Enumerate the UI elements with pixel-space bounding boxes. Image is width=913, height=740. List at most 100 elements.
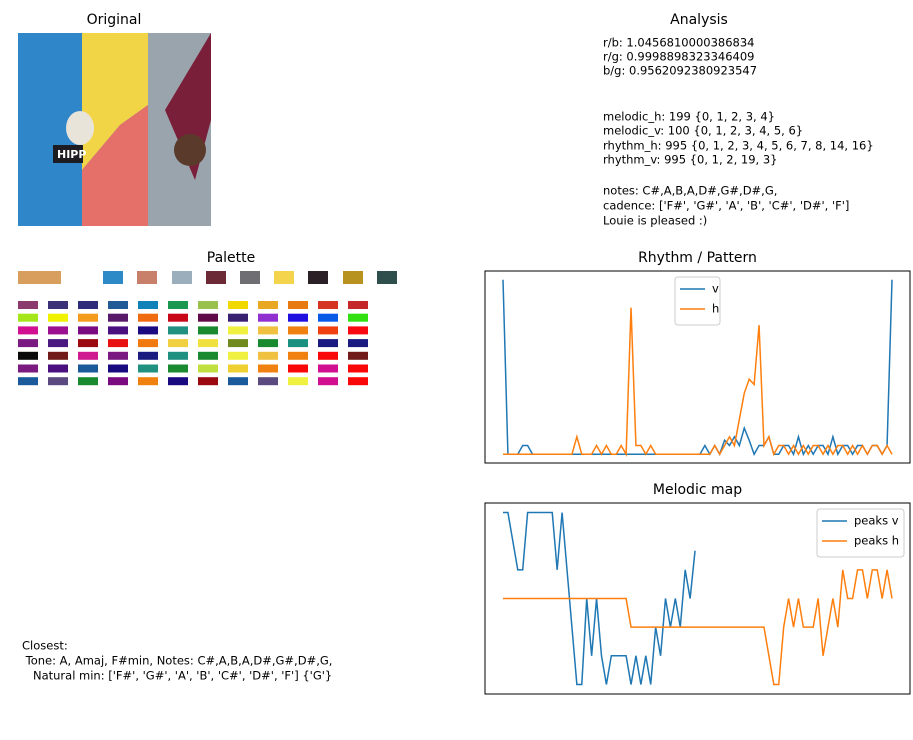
line-series — [503, 307, 893, 457]
swatch — [343, 271, 363, 284]
swatch — [138, 351, 158, 360]
swatch — [258, 313, 278, 322]
swatch — [108, 301, 128, 309]
swatch — [48, 339, 68, 348]
swatch — [172, 271, 192, 284]
swatch — [308, 271, 328, 284]
panel-title: Original — [87, 12, 142, 28]
swatch — [168, 351, 188, 360]
swatch — [138, 364, 158, 373]
swatch — [228, 351, 248, 360]
swatch — [48, 326, 68, 335]
analysis-line: cadence: ['F#', 'G#', 'A', 'B', 'C#', 'D… — [603, 199, 849, 213]
swatch — [198, 364, 218, 373]
swatch — [258, 326, 278, 335]
swatch — [137, 271, 157, 284]
swatch — [318, 301, 338, 309]
image-text: HIPP — [57, 148, 86, 161]
swatch — [48, 351, 68, 360]
swatch — [288, 326, 308, 335]
swatch — [274, 271, 294, 284]
swatch — [168, 339, 188, 348]
swatch — [348, 313, 368, 322]
swatch — [103, 271, 123, 284]
swatch — [138, 326, 158, 335]
swatch — [377, 271, 397, 284]
panel-title: Palette — [207, 250, 256, 266]
swatch — [48, 301, 68, 309]
swatch — [258, 339, 278, 348]
legend-label: peaks h — [854, 534, 899, 548]
swatch — [318, 351, 338, 360]
swatch — [78, 351, 98, 360]
swatch — [48, 364, 68, 373]
legend-label: v — [712, 282, 719, 296]
swatch — [288, 351, 308, 360]
legend-label: peaks v — [854, 514, 899, 528]
swatch — [318, 326, 338, 335]
analysis-line: r/g: 0.9998898323346409 — [603, 50, 754, 64]
swatch — [228, 326, 248, 335]
analysis-line: melodic_h: 199 {0, 1, 2, 3, 4} — [603, 110, 775, 124]
swatch — [78, 339, 98, 348]
closest-line: Tone: A, Amaj, F#min, Notes: C#,A,B,A,D#… — [22, 654, 332, 668]
swatch — [348, 377, 368, 386]
swatch — [258, 301, 278, 309]
swatch — [108, 351, 128, 360]
swatch — [18, 351, 38, 360]
analysis-line: b/g: 0.9562092380923547 — [603, 64, 757, 78]
swatch — [108, 364, 128, 373]
swatch — [198, 377, 218, 386]
closest-line: Natural min: ['F#', 'G#', 'A', 'B', 'C#'… — [22, 669, 332, 683]
swatch — [198, 313, 218, 322]
analysis-line: melodic_v: 100 {0, 1, 2, 3, 4, 5, 6} — [603, 124, 803, 138]
swatch — [228, 313, 248, 322]
swatch — [240, 271, 260, 284]
plot-frame — [484, 270, 911, 464]
swatch — [206, 271, 226, 284]
plot-frame — [484, 502, 911, 695]
swatch — [348, 339, 368, 348]
swatch — [288, 313, 308, 322]
swatch — [18, 364, 38, 373]
swatch — [198, 339, 218, 348]
analysis-line: notes: C#,A,B,A,D#,G#,D#,G, — [603, 184, 777, 198]
swatch — [18, 377, 38, 386]
swatch — [228, 301, 248, 309]
swatch — [168, 377, 188, 386]
swatch — [348, 351, 368, 360]
chart-title: Rhythm / Pattern — [638, 250, 757, 266]
swatch — [348, 326, 368, 335]
swatch — [78, 326, 98, 335]
swatch — [78, 313, 98, 322]
swatch — [258, 377, 278, 386]
swatch — [198, 326, 218, 335]
swatch — [348, 301, 368, 309]
swatch — [108, 339, 128, 348]
swatch — [168, 326, 188, 335]
swatch — [78, 301, 98, 309]
swatch — [228, 377, 248, 386]
swatch — [48, 377, 68, 386]
swatch — [168, 364, 188, 373]
swatch — [18, 313, 38, 322]
analysis-line: rhythm_h: 995 {0, 1, 2, 3, 4, 5, 6, 7, 8… — [603, 139, 874, 153]
swatch — [48, 313, 68, 322]
swatch — [108, 377, 128, 386]
swatch — [138, 313, 158, 322]
swatch — [348, 364, 368, 373]
swatch — [288, 301, 308, 309]
swatch — [258, 364, 278, 373]
swatch — [198, 351, 218, 360]
swatch — [78, 364, 98, 373]
swatch — [108, 326, 128, 335]
swatch — [18, 339, 38, 348]
swatch — [78, 377, 98, 386]
swatch — [138, 301, 158, 309]
original-image: HIPP — [18, 33, 211, 226]
analysis-line: rhythm_v: 995 {0, 1, 2, 19, 3} — [603, 153, 777, 167]
swatch — [318, 377, 338, 386]
analysis-line: r/b: 1.0456810000386834 — [603, 36, 754, 50]
swatch — [18, 326, 38, 335]
